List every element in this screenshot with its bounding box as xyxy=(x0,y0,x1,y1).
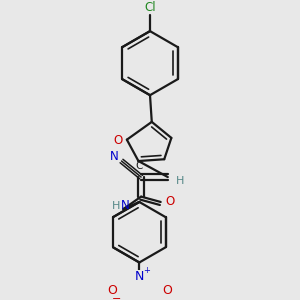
Text: Cl: Cl xyxy=(144,1,156,13)
Text: O: O xyxy=(113,134,123,147)
Text: C: C xyxy=(136,161,143,171)
Text: N: N xyxy=(121,199,130,212)
Text: H: H xyxy=(176,176,184,186)
Text: O: O xyxy=(108,284,118,297)
Text: O: O xyxy=(165,196,174,208)
Text: H: H xyxy=(112,200,120,211)
Text: O: O xyxy=(162,284,172,297)
Text: N: N xyxy=(135,270,144,283)
Text: +: + xyxy=(143,266,150,275)
Text: −: − xyxy=(112,294,121,300)
Text: N: N xyxy=(110,150,119,163)
